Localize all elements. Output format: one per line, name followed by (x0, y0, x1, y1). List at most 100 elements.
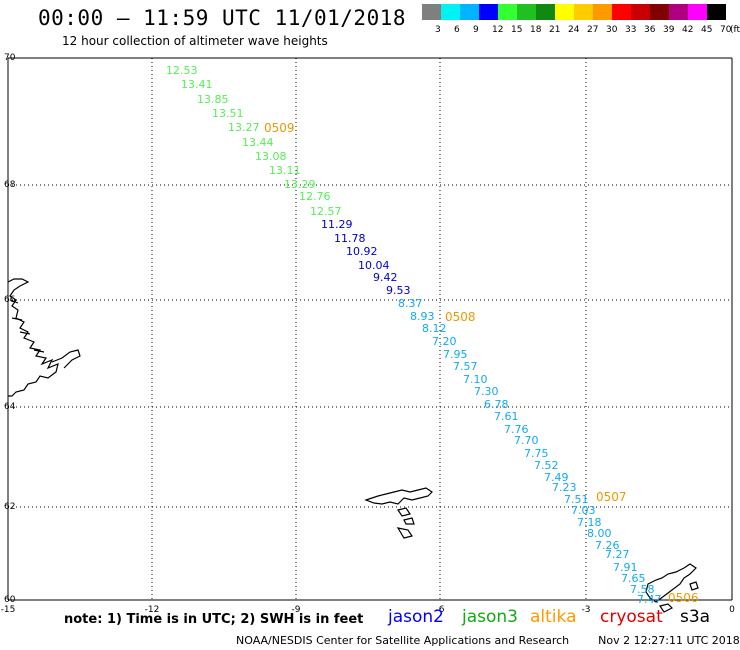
lat-label: 68 (4, 180, 16, 190)
scale-swatch (650, 4, 669, 20)
scale-unit: (ft) (730, 25, 740, 35)
legend-s3a: s3a (680, 607, 711, 627)
lat-label: 66 (4, 295, 16, 305)
wave-height-value: 13.44 (242, 136, 274, 149)
wave-height-value: 7.30 (474, 385, 499, 398)
scale-swatch (517, 4, 536, 20)
lon-label: -15 (1, 605, 16, 615)
scale-swatch (593, 4, 612, 20)
greenland-coast-inlet (9, 299, 81, 369)
scale-swatch (669, 4, 688, 20)
wave-height-value: 7.58 (630, 583, 655, 596)
lon-label: -12 (145, 605, 160, 615)
scale-label: 33 (625, 25, 637, 35)
faroe-islet (396, 507, 415, 539)
track-time-label: 0506 (668, 591, 699, 605)
lon-label: -9 (292, 605, 301, 615)
scale-swatch (441, 4, 460, 20)
wave-height-value: 9.53 (386, 284, 411, 297)
greenland-coast (7, 278, 59, 397)
scale-label: 3 (435, 25, 441, 35)
wave-height-value: 7.52 (534, 459, 559, 472)
scale-label: 30 (606, 25, 618, 35)
generated-timestamp: Nov 2 12:27:11 UTC 2018 (598, 634, 740, 647)
wave-height-value: 8.93 (410, 310, 435, 323)
scale-label: 24 (568, 25, 580, 35)
legend-altika: altika (530, 607, 577, 627)
scale-swatch (612, 4, 631, 20)
scale-swatch (479, 4, 498, 20)
wave-height-value: 7.23 (552, 481, 577, 494)
footer-credit: NOAA/NESDIS Center for Satellite Applica… (236, 634, 740, 647)
scale-label: 36 (644, 25, 656, 35)
wave-height-value: 13.08 (255, 150, 287, 163)
wave-height-value: 9.42 (373, 271, 398, 284)
scale-label: 70 (720, 25, 732, 35)
scale-label: 39 (663, 25, 675, 35)
lon-label: -6 (436, 605, 445, 615)
wave-height-value: 7.10 (463, 373, 488, 386)
credit-text: NOAA/NESDIS Center for Satellite Applica… (236, 634, 570, 647)
wave-height-value: 10.04 (358, 259, 390, 272)
wave-height-value: 8.37 (398, 297, 423, 310)
wave-height-value: 12.76 (299, 190, 331, 203)
scale-swatch (688, 4, 707, 20)
map-title: 00:00 – 11:59 UTC 11/01/2018 (38, 6, 407, 30)
wave-height-value: 7.49 (544, 471, 569, 484)
wave-height-value: 7.51 (564, 493, 589, 506)
track-time-label: 0509 (264, 121, 295, 135)
scale-swatch (707, 4, 726, 20)
note-text: note: 1) Time is in UTC; 2) SWH is in fe… (64, 612, 364, 627)
wave-height-value: 13.51 (212, 107, 244, 120)
wave-height-value: 6.78 (484, 398, 509, 411)
lat-label: 70 (4, 53, 16, 63)
wave-height-value: 10.92 (346, 245, 378, 258)
lat-label: 64 (4, 402, 16, 412)
scale-label: 42 (682, 25, 694, 35)
scale-label: 21 (549, 25, 561, 35)
wave-height-value: 7.18 (577, 516, 602, 529)
scale-label: 9 (473, 25, 479, 35)
scale-swatch (422, 4, 441, 20)
track-time-label: 0508 (445, 310, 476, 324)
wave-height-value: 8.00 (587, 527, 612, 540)
wave-height-value: 13.85 (197, 93, 229, 106)
lat-label: 60 (4, 595, 16, 605)
faroe-islands (364, 487, 433, 505)
axis-labels: 70 68 66 64 62 60-15 -12 -9 -6 -3 0 (1, 53, 735, 615)
scale-label: 18 (530, 25, 542, 35)
wave-height-value: 7.91 (613, 561, 638, 574)
wave-height-value: 11.78 (334, 232, 366, 245)
wave-height-value: 12.53 (166, 64, 198, 77)
wave-height-value: 7.95 (443, 348, 468, 361)
scale-swatch (536, 4, 555, 20)
wave-height-value: 8.12 (422, 322, 447, 335)
wave-height-value: 7.61 (494, 410, 519, 423)
wave-height-value: 7.27 (605, 548, 630, 561)
wave-height-value: 7.47 (637, 593, 662, 606)
scale-swatch (498, 4, 517, 20)
wave-height-value: 7.03 (571, 504, 596, 517)
wave-height-value: 13.11 (269, 164, 301, 177)
lon-label: -3 (582, 605, 591, 615)
wave-height-value: 13.27 (228, 121, 260, 134)
graticule (7, 57, 733, 601)
legend-cryosat: cryosat (600, 607, 663, 627)
wave-height-value: 7.65 (621, 572, 646, 585)
map-subtitle: 12 hour collection of altimeter wave hei… (62, 34, 328, 48)
scale-swatch (574, 4, 593, 20)
wave-height-value: 11.29 (321, 218, 353, 231)
shetland-islands (645, 563, 697, 603)
wave-height-value: 7.57 (453, 360, 478, 373)
wave-height-value: 7.75 (524, 447, 549, 460)
lat-label: 62 (4, 502, 15, 512)
wave-height-value: 7.26 (595, 539, 620, 552)
shetland-islet (659, 581, 699, 613)
wave-height-value: 7.70 (514, 434, 539, 447)
legend-jason3: jason3 (462, 607, 518, 627)
wave-height-value: 7.20 (432, 335, 457, 348)
scale-label: 15 (511, 25, 523, 35)
scale-label: 45 (701, 25, 713, 35)
